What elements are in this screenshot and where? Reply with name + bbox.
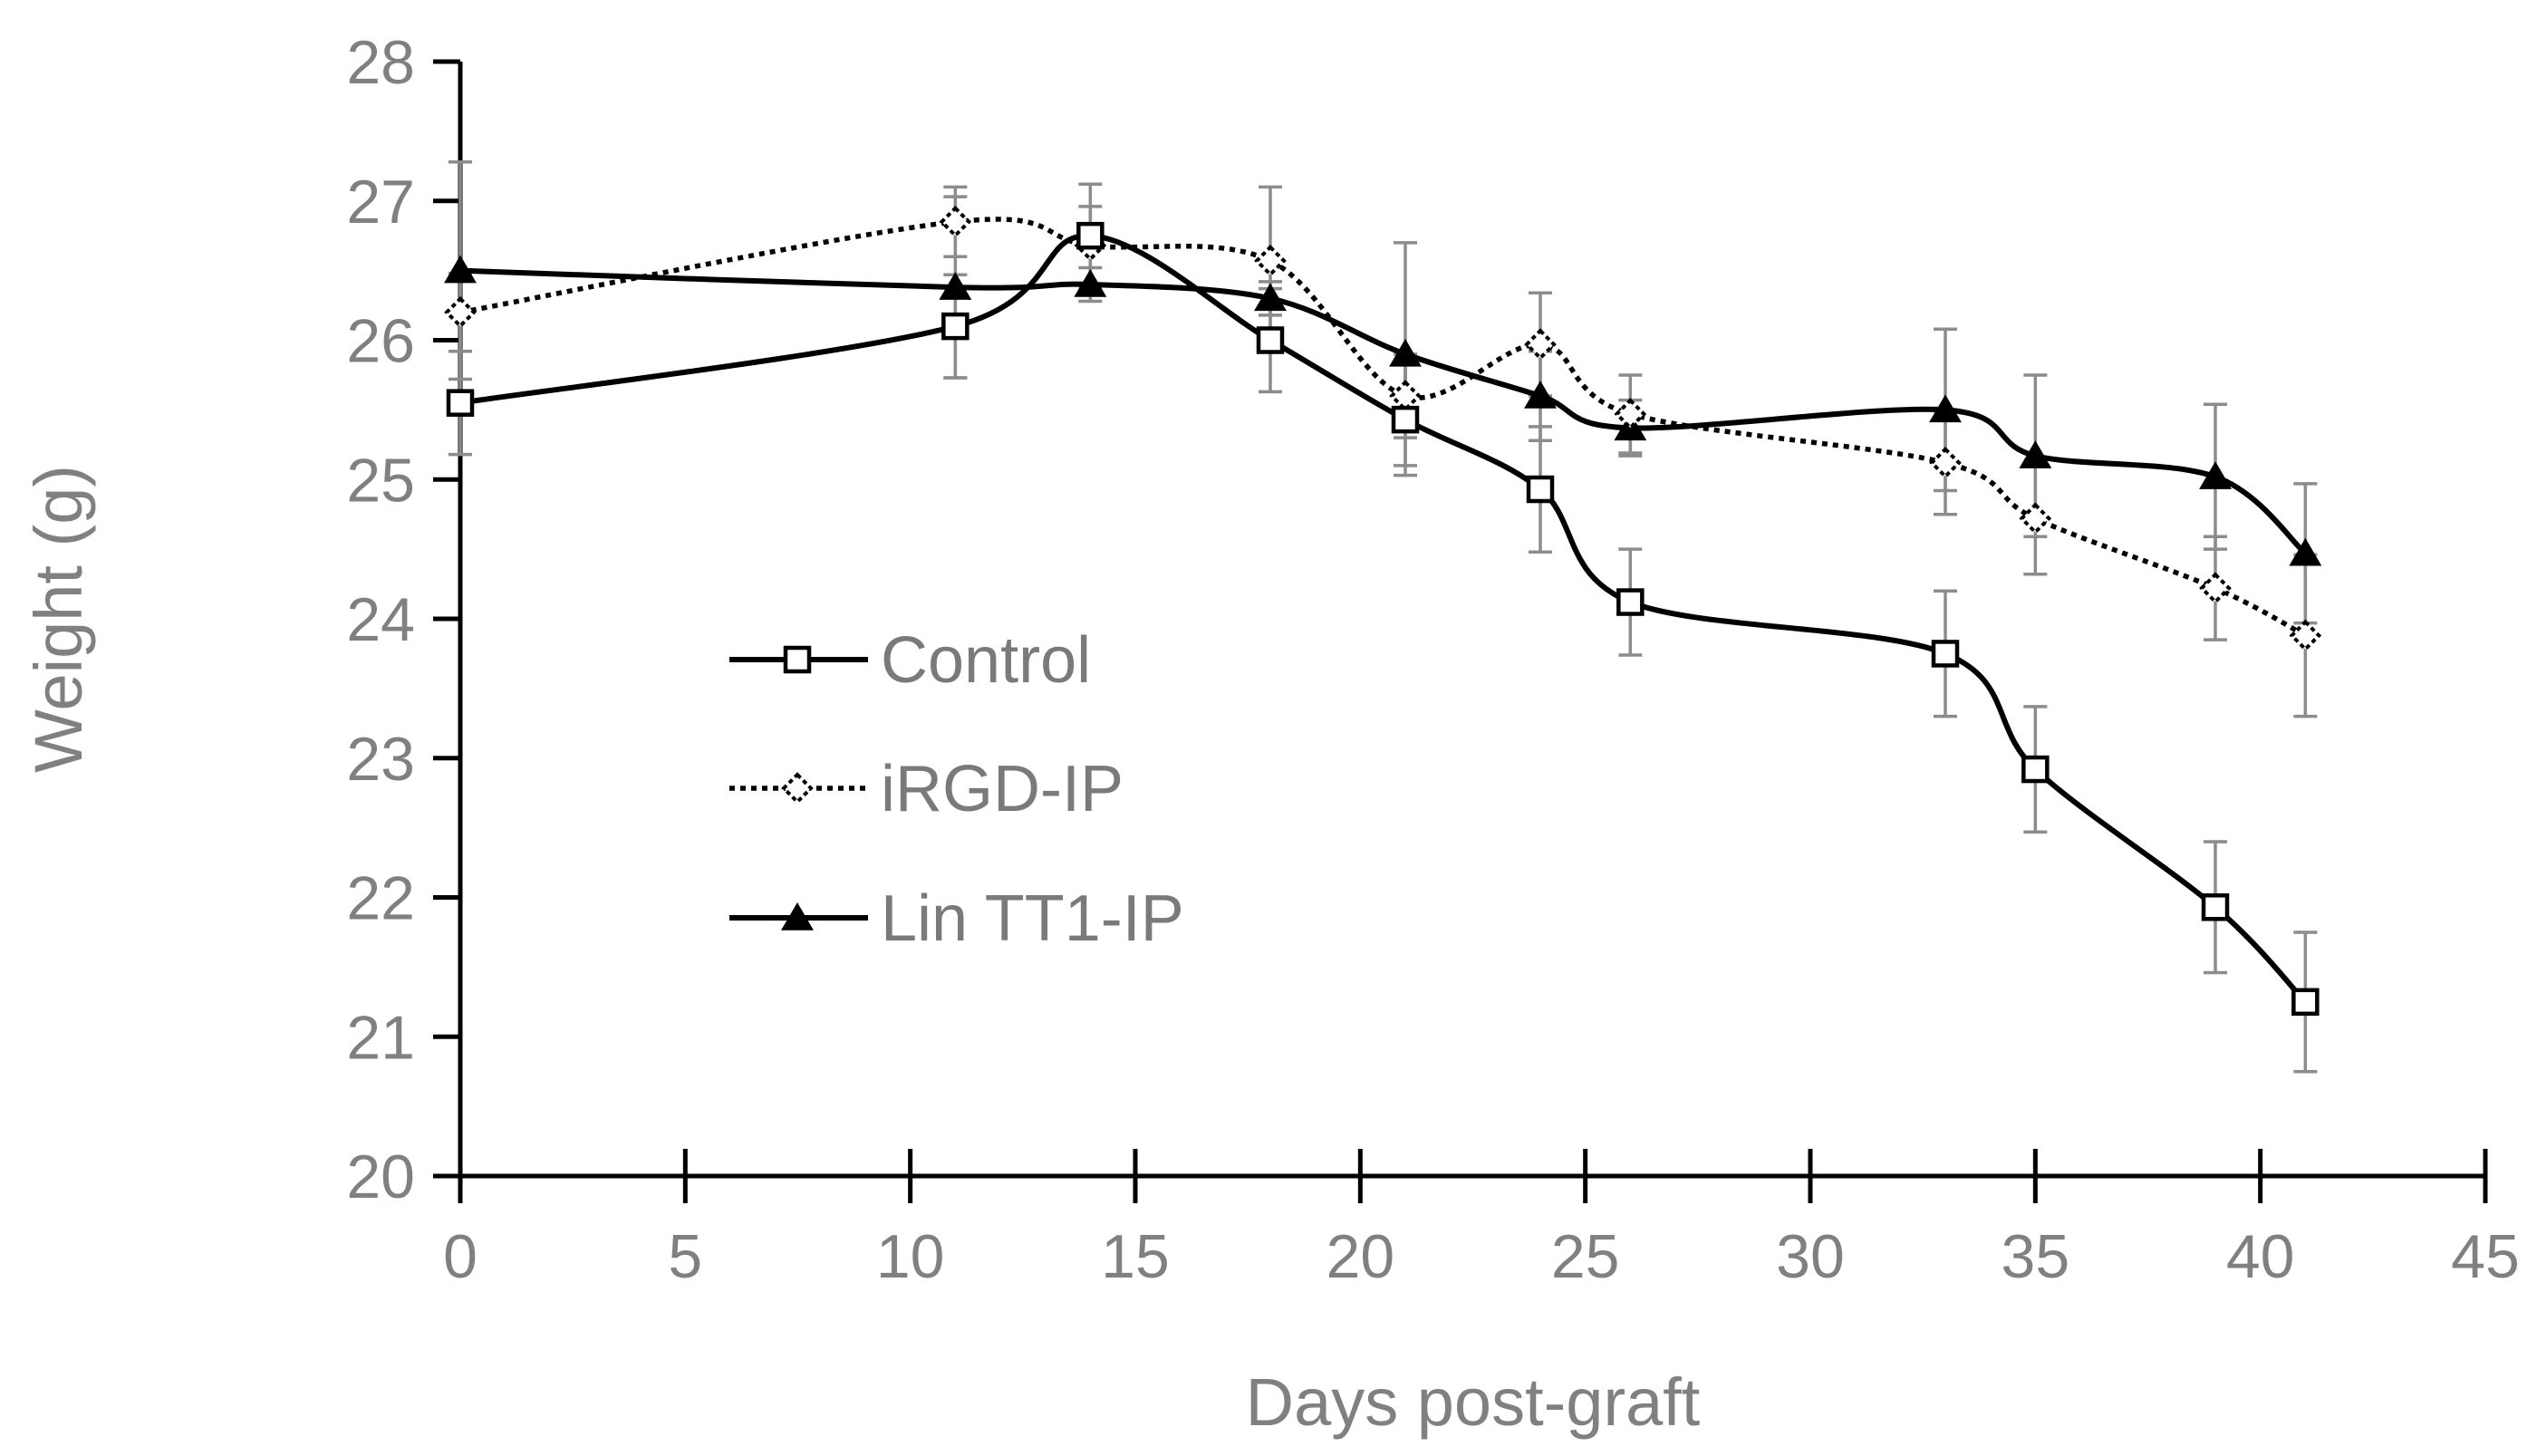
marker-lin-tt1-ip bbox=[2289, 537, 2322, 566]
marker-irgd-ip bbox=[2019, 502, 2052, 535]
y-tick-label: 20 bbox=[346, 1143, 415, 1211]
marker-control bbox=[446, 389, 475, 417]
y-tick-label: 26 bbox=[346, 307, 415, 376]
x-tick-label: 35 bbox=[2002, 1222, 2070, 1291]
marker-irgd-ip bbox=[1389, 380, 1422, 412]
series-line-control bbox=[459, 233, 2308, 1004]
marker-lin-tt1-ip bbox=[1524, 381, 1557, 409]
marker-control bbox=[2291, 988, 2320, 1017]
x-axis-title: Days post-graft bbox=[1246, 1364, 1701, 1440]
x-tick-label: 15 bbox=[1101, 1222, 1170, 1291]
axes bbox=[458, 62, 2485, 1179]
marker-irgd-ip bbox=[444, 295, 477, 329]
marker-irgd-ip bbox=[2289, 619, 2322, 652]
marker-control bbox=[1526, 475, 1555, 504]
y-tick-label: 27 bbox=[346, 168, 415, 236]
y-tick-label: 21 bbox=[346, 1003, 415, 1072]
marker-lin-tt1-ip bbox=[2199, 461, 2232, 489]
marker-control bbox=[1931, 640, 1960, 668]
marker-control bbox=[941, 312, 969, 341]
x-tick-label: 5 bbox=[668, 1222, 702, 1291]
series-line-lin-tt1-ip bbox=[459, 267, 2308, 556]
legend-marker-irgd-ip bbox=[781, 772, 814, 805]
x-tick-label: 20 bbox=[1326, 1222, 1395, 1291]
marker-lin-tt1-ip bbox=[2019, 440, 2052, 468]
marker-control bbox=[2201, 893, 2230, 921]
marker-lin-tt1-ip bbox=[1929, 394, 1962, 423]
marker-irgd-ip bbox=[2199, 572, 2232, 605]
series-lines bbox=[459, 217, 2308, 1004]
series-markers bbox=[444, 205, 2322, 1017]
legend-label: Control bbox=[881, 624, 1091, 697]
x-tick-label: 0 bbox=[443, 1222, 477, 1291]
marker-irgd-ip bbox=[1254, 245, 1287, 277]
legend-marker-control bbox=[783, 645, 812, 674]
error-bars bbox=[449, 159, 2318, 1074]
marker-irgd-ip bbox=[939, 205, 972, 238]
legend-label: Lin TT1-IP bbox=[881, 882, 1184, 955]
marker-irgd-ip bbox=[1524, 328, 1557, 361]
y-tick-label: 22 bbox=[346, 864, 415, 933]
marker-lin-tt1-ip bbox=[1074, 269, 1107, 297]
marker-control bbox=[1076, 221, 1105, 250]
x-tick-label: 40 bbox=[2226, 1222, 2295, 1291]
marker-control bbox=[1391, 405, 1420, 434]
y-axis-title: Weight (g) bbox=[21, 465, 96, 773]
marker-lin-tt1-ip bbox=[444, 255, 477, 284]
x-ticks: 0 5 10 15 20 25 30 35 40 45 bbox=[443, 1149, 2520, 1291]
marker-control bbox=[1256, 326, 1285, 354]
marker-irgd-ip bbox=[1614, 398, 1647, 430]
x-tick-label: 45 bbox=[2451, 1222, 2520, 1291]
marker-lin-tt1-ip bbox=[1389, 338, 1422, 367]
y-ticks: 20 21 22 23 24 25 26 27 28 bbox=[346, 28, 460, 1211]
y-tick-label: 25 bbox=[346, 446, 415, 515]
marker-irgd-ip bbox=[1929, 446, 1962, 479]
y-tick-label: 23 bbox=[346, 725, 415, 794]
marker-control bbox=[1616, 588, 1645, 616]
legend: Control iRGD-IP Lin TT1-IP bbox=[729, 624, 1184, 955]
x-tick-label: 25 bbox=[1551, 1222, 1620, 1291]
legend-label: iRGD-IP bbox=[881, 753, 1124, 825]
y-tick-label: 24 bbox=[346, 585, 415, 654]
y-tick-label: 28 bbox=[346, 28, 415, 97]
marker-control bbox=[2021, 755, 2050, 784]
marker-lin-tt1-ip bbox=[1254, 283, 1287, 312]
x-tick-label: 10 bbox=[876, 1222, 945, 1291]
marker-lin-tt1-ip bbox=[939, 272, 972, 300]
legend-marker-lin-tt1-ip bbox=[781, 902, 814, 930]
x-tick-label: 30 bbox=[1776, 1222, 1845, 1291]
